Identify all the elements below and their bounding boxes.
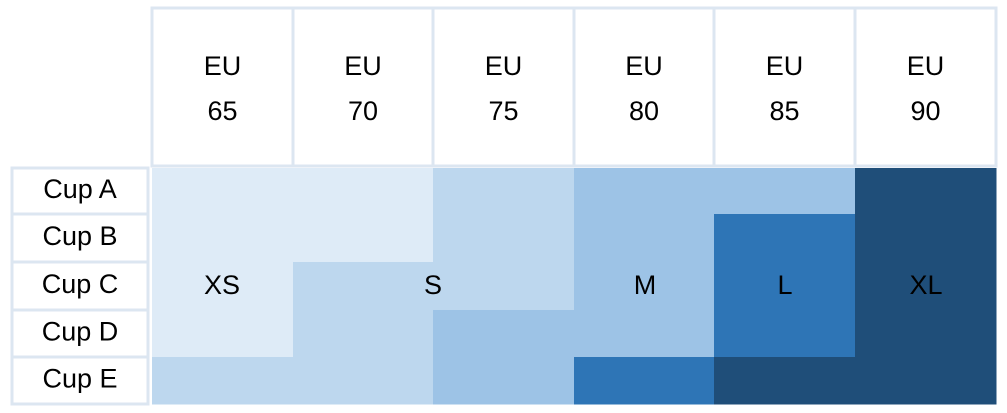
row-label: Cup C — [42, 269, 119, 299]
size-cell — [152, 168, 294, 215]
size-cell — [152, 214, 294, 263]
size-cell — [293, 310, 434, 358]
size-cell — [714, 357, 856, 405]
header-cell — [572, 6, 716, 168]
size-cell — [855, 310, 997, 358]
row-label: Cup B — [42, 221, 117, 251]
header-label: 90 — [910, 96, 940, 126]
size-cell — [714, 214, 856, 263]
size-cell — [574, 168, 715, 215]
size-cell — [855, 168, 997, 215]
header-cell — [150, 6, 295, 168]
size-cell — [433, 262, 575, 311]
row-header-cell — [10, 166, 150, 216]
header-label: 85 — [769, 96, 799, 126]
size-cell — [433, 168, 575, 215]
size-cell — [574, 262, 715, 311]
header-cell — [853, 6, 998, 168]
header-label: EU — [485, 51, 523, 81]
size-cell — [433, 214, 575, 263]
header-cell — [431, 6, 576, 168]
header-label: EU — [625, 51, 663, 81]
size-cell — [714, 262, 856, 311]
header-label: EU — [766, 51, 804, 81]
size-cell — [714, 310, 856, 358]
header-label: EU — [907, 51, 945, 81]
header-label: 75 — [488, 96, 518, 126]
row-header-cell — [10, 308, 150, 359]
row-header-cell — [10, 355, 150, 406]
size-cell — [714, 168, 856, 215]
size-label: XS — [204, 270, 240, 300]
row-header-cell — [10, 212, 150, 264]
size-cell — [152, 262, 294, 311]
header-label: EU — [344, 51, 382, 81]
size-label: XL — [909, 270, 942, 300]
size-cell — [855, 214, 997, 263]
size-cell — [433, 310, 575, 358]
header-cell — [291, 6, 435, 168]
row-label: Cup E — [42, 364, 117, 394]
size-label: M — [634, 270, 657, 300]
size-cell — [293, 214, 434, 263]
size-cell — [293, 262, 434, 311]
size-label: L — [777, 270, 792, 300]
header-label: 65 — [207, 96, 237, 126]
size-cell — [574, 310, 715, 358]
size-label: S — [424, 270, 442, 300]
size-cell — [152, 357, 294, 405]
size-cell — [152, 310, 294, 358]
size-cell — [855, 357, 997, 405]
size-cell — [293, 357, 434, 405]
header-label: 80 — [629, 96, 659, 126]
size-cell — [574, 357, 715, 405]
size-cell — [293, 168, 434, 215]
header-cell — [712, 6, 857, 168]
header-label: 70 — [348, 96, 378, 126]
size-cell — [433, 357, 575, 405]
row-label: Cup D — [42, 317, 119, 347]
size-cell — [574, 214, 715, 263]
size-cell — [855, 262, 997, 311]
row-label: Cup A — [43, 174, 117, 204]
header-label: EU — [204, 51, 242, 81]
